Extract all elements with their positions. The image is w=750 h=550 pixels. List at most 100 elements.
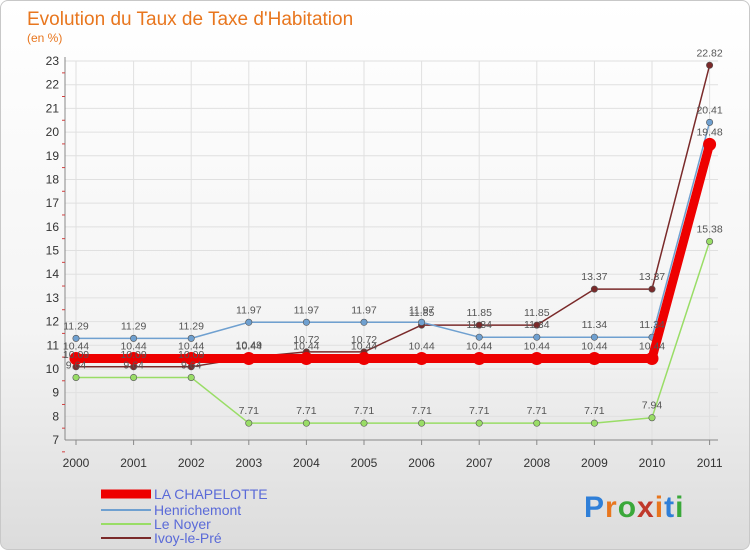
data-label: 10.72 [351, 334, 377, 346]
data-label: 10.09 [178, 349, 204, 361]
data-label: 13.37 [639, 271, 665, 283]
logo-letter: r [605, 491, 618, 524]
legend-label: LA CHAPELOTTE [154, 486, 268, 502]
logo-letter: i [655, 491, 664, 524]
data-point [69, 352, 83, 366]
data-point [703, 137, 717, 151]
data-point [475, 333, 483, 341]
legend-label: Ivoy-le-Pré [154, 530, 222, 546]
data-point [130, 373, 138, 381]
data-label: 11.29 [178, 320, 204, 332]
y-tick-label: 20 [46, 125, 60, 139]
x-tick-label: 2004 [293, 456, 320, 470]
data-point [706, 61, 714, 69]
data-point [127, 352, 141, 366]
data-point [130, 334, 138, 342]
data-label: 10.44 [581, 341, 607, 353]
data-label: 11.29 [63, 320, 89, 332]
data-label: 19.48 [696, 126, 722, 138]
data-label: 7.71 [296, 405, 317, 417]
proxiti-logo: Proxiti [584, 491, 684, 524]
data-label: 11.97 [351, 304, 377, 316]
data-point [590, 285, 598, 293]
x-axis-ticks: 2000 2001 2002 2003 2004 2005 2006 2007 2008 2009… [63, 440, 723, 470]
logo-letter: P [584, 491, 605, 524]
data-label: 11.85 [466, 307, 492, 319]
data-label: 7.71 [469, 405, 490, 417]
logo-letter: o [618, 491, 637, 524]
data-label: 11.34 [466, 319, 492, 331]
data-point [242, 352, 256, 366]
data-label: 10.44 [236, 341, 262, 353]
legend-label: Le Noyer [154, 516, 211, 532]
data-label: 10.44 [524, 341, 550, 353]
data-point [472, 352, 486, 366]
data-label: 15.38 [696, 223, 722, 235]
data-point [245, 318, 253, 326]
data-label: 11.34 [524, 319, 550, 331]
data-label: 10.44 [351, 341, 377, 353]
data-point [302, 419, 310, 427]
data-labels: 10.44 10.44 10.44 10.44 10.44 10.44 10.44 10.44… [63, 47, 723, 417]
y-tick-label: 9 [52, 386, 59, 400]
y-tick-label: 19 [46, 149, 60, 163]
data-point [360, 419, 368, 427]
data-point [418, 419, 426, 427]
data-point [706, 118, 714, 126]
series-line-1 [76, 122, 711, 340]
data-label: 10.44 [178, 341, 204, 353]
data-label: 7.71 [411, 405, 432, 417]
data-label: 11.97 [236, 304, 262, 316]
y-axis-ticks: 7 8 9 10 11 12 13 14 15 16 17 18 19 20 21 22 23 [46, 54, 65, 453]
data-label: 10.72 [293, 334, 319, 346]
data-label: 11.85 [409, 307, 435, 319]
data-point [530, 352, 544, 366]
data-label: 11.29 [121, 320, 147, 332]
series-line-0 [76, 143, 714, 364]
x-tick-label: 2010 [639, 456, 666, 470]
y-tick-label: 12 [46, 315, 60, 329]
data-point [360, 318, 368, 326]
data-point [299, 352, 313, 366]
y-tick-label: 11 [47, 338, 60, 352]
data-point [418, 318, 426, 326]
data-label: 10.09 [120, 349, 146, 361]
data-point [706, 237, 714, 245]
y-tick-label: 15 [46, 244, 60, 258]
data-point [187, 373, 195, 381]
data-label: 7.94 [642, 400, 663, 412]
data-point [645, 352, 659, 366]
x-tick-label: 2003 [235, 456, 262, 470]
data-label: 7.71 [584, 405, 605, 417]
logo-text: Proxiti [584, 491, 684, 524]
y-tick-label: 23 [46, 54, 60, 68]
x-tick-label: 2005 [351, 456, 378, 470]
data-label: 7.71 [527, 405, 548, 417]
data-label: 10.44 [408, 341, 434, 353]
legend-label: Henrichemont [154, 502, 241, 518]
data-point [72, 334, 80, 342]
data-point [302, 318, 310, 326]
data-label: 10.44 [293, 341, 319, 353]
data-point [533, 419, 541, 427]
data-point [475, 419, 483, 427]
data-label: 22.82 [696, 47, 722, 59]
data-label: 10.44 [639, 341, 665, 353]
y-tick-label: 14 [46, 267, 60, 281]
data-label: 10.44 [63, 341, 89, 353]
y-tick-label: 7 [52, 433, 59, 447]
data-point [187, 334, 195, 342]
y-tick-label: 22 [46, 78, 60, 92]
data-point [475, 321, 483, 329]
x-tick-label: 2007 [466, 456, 493, 470]
data-label: 9.64 [123, 359, 144, 371]
data-point [648, 414, 656, 422]
data-label: 10.49 [236, 339, 262, 351]
data-label: 7.71 [354, 405, 375, 417]
y-tick-label: 13 [46, 291, 60, 305]
data-label: 9.64 [66, 359, 87, 371]
data-label: 11.34 [582, 319, 608, 331]
